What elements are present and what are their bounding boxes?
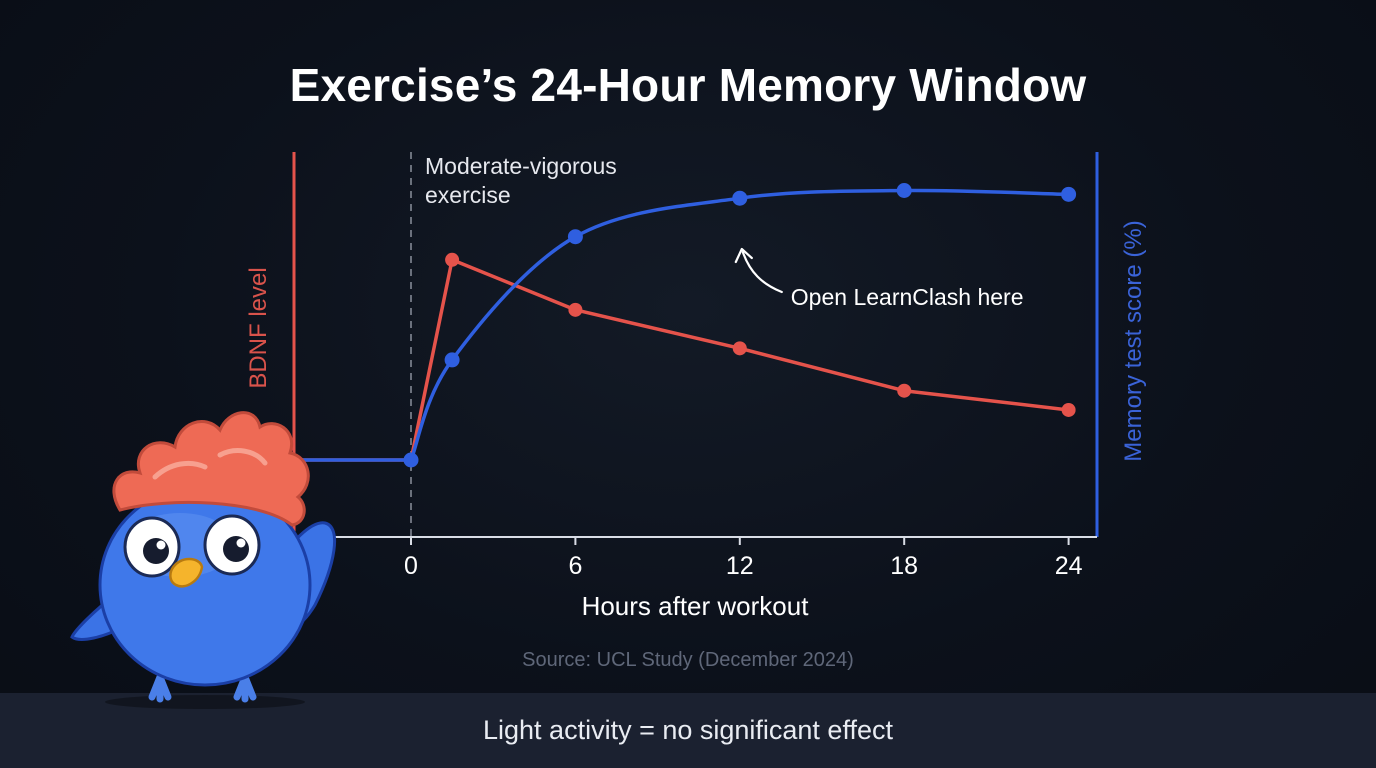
x-axis-label: Hours after workout xyxy=(582,591,810,621)
bdnf-point xyxy=(1061,402,1076,417)
memory-line xyxy=(409,188,1071,462)
exercise-marker-label: Moderate-vigorous xyxy=(425,153,617,179)
x-tick-label: 24 xyxy=(1055,552,1083,580)
y-axis-right-label: Memory test score (%) xyxy=(1120,220,1147,461)
chart-title: Exercise’s 24-Hour Memory Window xyxy=(289,59,1087,111)
bdnf-point xyxy=(732,341,747,356)
chart-labels: Hours after workout BDNF level Memory test… xyxy=(245,220,1147,621)
memory-point xyxy=(403,452,419,468)
memory-point xyxy=(444,352,460,368)
series-memory xyxy=(293,183,1077,468)
memory-point xyxy=(732,190,748,206)
chart-guides: Moderate-vigorous exercise xyxy=(410,152,617,537)
annotation-arrowhead xyxy=(734,247,753,264)
bdnf-point xyxy=(445,252,460,267)
memory-point xyxy=(567,229,583,245)
x-tick-label: 12 xyxy=(726,552,754,580)
x-tick-label: 18 xyxy=(890,552,918,580)
chart: Moderate-vigorous exercise 0 6 12 18 24 Hours… xyxy=(245,152,1147,621)
annotation-label: Open LearnClash here xyxy=(791,284,1024,310)
footer-bar: Light activity = no significant effect xyxy=(0,693,1376,768)
exercise-marker-label: exercise xyxy=(425,182,511,208)
source-note: Source: UCL Study (December 2024) xyxy=(522,649,854,671)
memory-point xyxy=(896,183,912,198)
x-axis-ticks: 0 6 12 18 24 xyxy=(404,537,1083,580)
bdnf-point xyxy=(568,302,583,317)
x-tick-label: 0 xyxy=(404,552,418,580)
x-tick-label: 6 xyxy=(568,552,582,580)
annotation-arrow xyxy=(741,250,783,294)
memory-point xyxy=(1061,186,1077,202)
footer-text: Light activity = no significant effect xyxy=(483,715,893,745)
bdnf-point xyxy=(897,383,912,398)
bird-mascot-icon xyxy=(70,411,337,709)
chart-axes xyxy=(292,152,1099,538)
chart-annotation: Open LearnClash here xyxy=(734,247,1024,310)
y-axis-left-label: BDNF level xyxy=(245,267,272,388)
